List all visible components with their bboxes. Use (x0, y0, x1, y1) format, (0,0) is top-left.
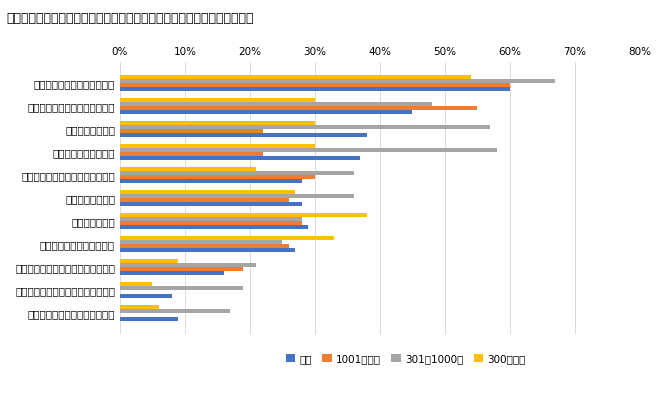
Bar (120, 240, 282, 244)
Bar (120, 221, 302, 225)
Bar (120, 317, 178, 322)
Bar (120, 87, 509, 91)
Bar (120, 125, 490, 129)
Bar (120, 217, 302, 221)
Bar (120, 129, 263, 133)
Bar (120, 106, 477, 110)
Bar (120, 110, 412, 114)
Bar (120, 148, 497, 152)
Bar (120, 121, 315, 125)
Text: ［図表７］８〜９月に実施したインターンシップの開催目的（複数回答）: ［図表７］８〜９月に実施したインターンシップの開催目的（複数回答） (7, 12, 254, 25)
Bar (120, 175, 315, 179)
Bar (120, 305, 159, 309)
Bar (120, 236, 334, 240)
Bar (120, 225, 308, 229)
Bar (120, 171, 354, 175)
Bar (120, 198, 289, 202)
Legend: 全体, 1001名以上, 301〜1000名, 300名以下: 全体, 1001名以上, 301〜1000名, 300名以下 (282, 350, 529, 368)
Bar (120, 144, 315, 148)
Bar (120, 75, 471, 79)
Bar (120, 271, 224, 275)
Bar (120, 83, 509, 87)
Bar (120, 167, 256, 171)
Bar (120, 286, 243, 290)
Bar (120, 294, 172, 298)
Bar (120, 202, 302, 206)
Bar (120, 133, 367, 137)
Bar (120, 244, 289, 248)
Bar (120, 259, 178, 263)
Bar (120, 282, 153, 286)
Bar (120, 309, 230, 313)
Bar (120, 152, 263, 156)
Bar (120, 213, 367, 217)
Bar (120, 98, 315, 102)
Bar (120, 102, 432, 106)
Bar (120, 194, 354, 198)
Bar (120, 156, 360, 160)
Bar (120, 263, 256, 267)
Bar (120, 248, 295, 252)
Bar (120, 79, 555, 83)
Bar (120, 267, 243, 271)
Bar (120, 179, 302, 183)
Bar (120, 190, 295, 194)
